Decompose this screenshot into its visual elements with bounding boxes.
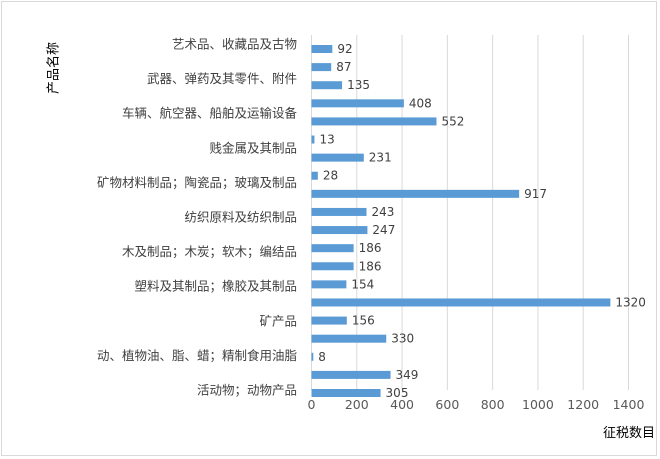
- bar-value-label: 186: [359, 241, 382, 255]
- bar-value-label: 243: [372, 205, 395, 219]
- bar: [311, 189, 520, 198]
- bar: [311, 45, 333, 53]
- x-tick-label: 1200: [567, 397, 599, 412]
- gridlines: [356, 35, 629, 390]
- x-tick-label: 800: [481, 397, 505, 412]
- value-labels: 92 87 135 408 552 13 231 28 917 243 247 186 186 154 13…: [318, 42, 646, 400]
- bar-value-label: 247: [372, 223, 395, 237]
- category-label: 艺术品、收藏品及古物: [172, 37, 297, 52]
- x-axis-title: 征税数目: [603, 426, 655, 441]
- bar: [311, 389, 381, 397]
- bar: [311, 63, 332, 72]
- bar-value-label: 156: [352, 314, 375, 328]
- bar: [311, 207, 367, 216]
- bar: [311, 117, 437, 126]
- category-label: 武器、弹药及其零件、附件: [147, 71, 297, 86]
- bar-value-label: 28: [323, 169, 338, 183]
- x-tick-label: 1000: [522, 397, 554, 412]
- bar: [311, 135, 315, 144]
- bar-value-label: 186: [359, 259, 382, 273]
- category-label: 活动物；动物产品: [197, 383, 297, 398]
- bar: [311, 280, 347, 289]
- bar: [311, 244, 354, 253]
- bar: [311, 334, 387, 343]
- x-tick-label: 1400: [613, 397, 645, 412]
- bar: [311, 262, 354, 271]
- bar-value-label: 87: [336, 60, 351, 74]
- bar-value-label: 135: [347, 78, 370, 92]
- bar: [311, 226, 368, 235]
- bar: [311, 370, 391, 379]
- category-label: 贱金属及其制品: [209, 140, 297, 155]
- category-label: 矿物材料制品；陶瓷品；玻璃及制品: [97, 175, 297, 190]
- bar-value-label: 13: [319, 133, 334, 147]
- bar-value-label: 154: [351, 277, 374, 291]
- category-label: 车辆、航空器、船舶及运输设备: [122, 106, 298, 121]
- x-tick-label: 600: [435, 397, 459, 412]
- bar: [311, 81, 343, 90]
- bar: [311, 171, 318, 180]
- x-tick-label: 400: [390, 397, 414, 412]
- category-label: 木及制品；木炭；软木；编结品: [122, 244, 297, 259]
- y-axis-title: 产品名称: [46, 42, 62, 94]
- bar-value-label: 305: [386, 386, 409, 400]
- bar-value-label: 1320: [615, 295, 646, 309]
- bar-value-label: 408: [409, 96, 432, 110]
- x-tick-label: 200: [345, 397, 369, 412]
- bar-value-label: 349: [396, 368, 419, 382]
- category-labels: 艺术品、收藏品及古物武器、弹药及其零件、附件车辆、航空器、船舶及运输设备贱金属及…: [97, 37, 298, 398]
- category-label: 矿产品: [259, 313, 297, 328]
- bar: [311, 153, 364, 162]
- bar: [311, 316, 347, 325]
- bar-value-label: 92: [337, 42, 352, 56]
- x-tick-labels: 0 200 400 600 800 1000 1200 1400: [308, 397, 645, 412]
- bar: [311, 352, 314, 361]
- category-label: 塑料及其制品；橡胶及其制品: [134, 279, 297, 294]
- category-label: 动、植物油、脂、蜡；精制食用油脂: [97, 348, 297, 363]
- bar: [311, 99, 404, 108]
- bars: [311, 45, 611, 397]
- bar: [311, 298, 611, 307]
- category-label: 纺织原料及纺织制品: [184, 210, 297, 225]
- x-tick-label: 0: [308, 397, 316, 412]
- bar-value-label: 8: [318, 350, 326, 364]
- bar-value-label: 552: [441, 114, 464, 128]
- bar-value-label: 917: [524, 187, 547, 201]
- bar-value-label: 330: [391, 332, 414, 346]
- bar-value-label: 231: [369, 151, 392, 165]
